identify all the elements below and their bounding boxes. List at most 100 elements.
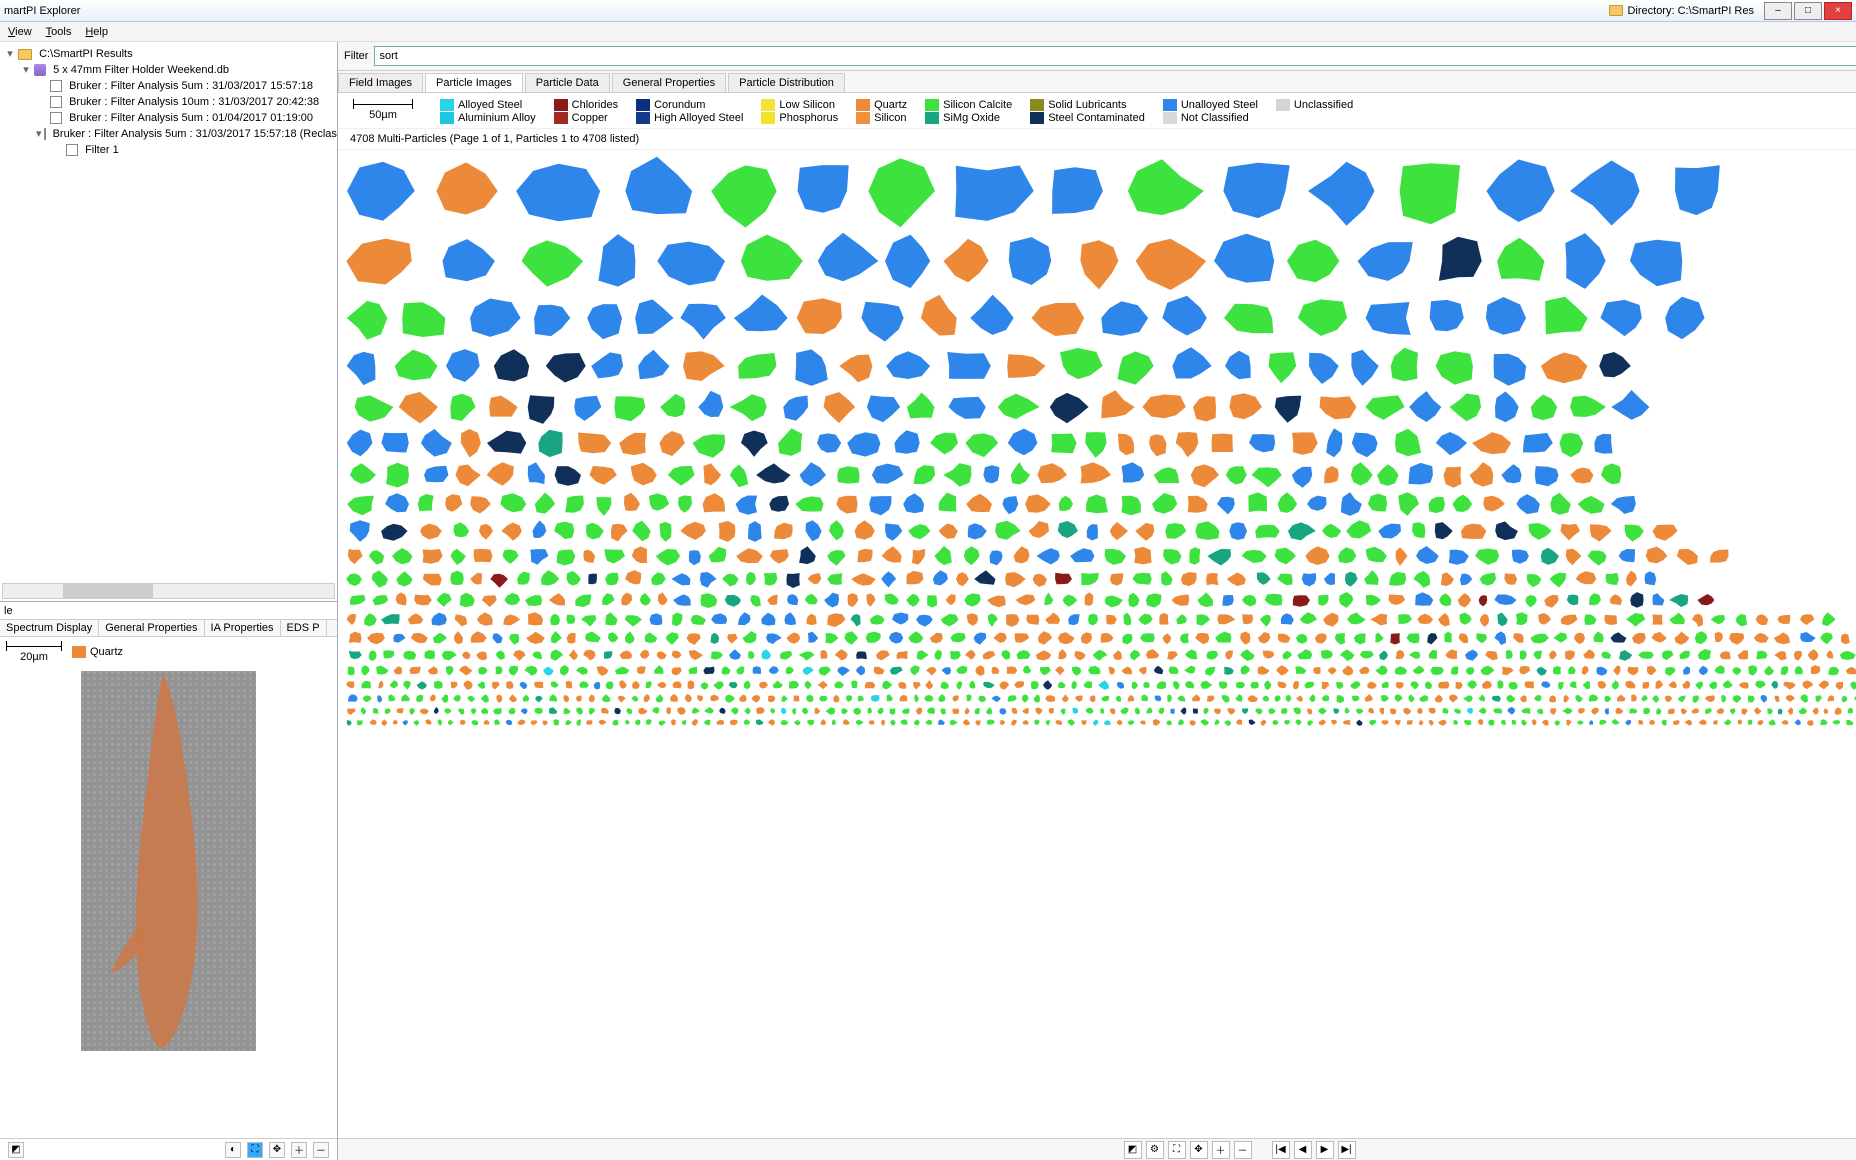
- particle[interactable]: [1158, 570, 1174, 588]
- particle[interactable]: [1048, 707, 1055, 715]
- particle[interactable]: [1167, 346, 1215, 386]
- particle[interactable]: [1754, 612, 1769, 627]
- particle[interactable]: [631, 694, 639, 703]
- particle[interactable]: [1459, 570, 1473, 588]
- particle[interactable]: [691, 719, 699, 726]
- particle[interactable]: [1101, 694, 1111, 703]
- particle[interactable]: [503, 592, 521, 608]
- particle[interactable]: [1008, 462, 1031, 488]
- particle[interactable]: [1759, 694, 1769, 703]
- particle[interactable]: [1582, 680, 1592, 690]
- particle[interactable]: [1250, 680, 1260, 690]
- particle[interactable]: [1222, 665, 1235, 676]
- particle[interactable]: [1239, 649, 1256, 661]
- particle[interactable]: [1590, 631, 1606, 645]
- particle[interactable]: [669, 612, 685, 627]
- particle[interactable]: [476, 520, 496, 542]
- particle[interactable]: [1403, 462, 1438, 488]
- particle[interactable]: [1557, 428, 1585, 458]
- particle[interactable]: [1652, 694, 1660, 703]
- particle[interactable]: [505, 719, 513, 726]
- particle[interactable]: [1193, 612, 1211, 627]
- particle[interactable]: [360, 707, 367, 715]
- particle[interactable]: [1773, 694, 1781, 703]
- particle[interactable]: [987, 592, 1010, 608]
- particle[interactable]: [1409, 390, 1444, 424]
- particle[interactable]: [1429, 346, 1480, 386]
- particle[interactable]: [623, 631, 637, 645]
- particle[interactable]: [1557, 680, 1565, 690]
- particle[interactable]: [1361, 546, 1388, 566]
- particle[interactable]: [678, 294, 729, 342]
- particle[interactable]: [1344, 707, 1350, 715]
- particle[interactable]: [755, 707, 766, 715]
- particle[interactable]: [1704, 707, 1712, 715]
- particle[interactable]: [666, 462, 696, 488]
- particle[interactable]: [483, 719, 490, 726]
- particle[interactable]: [476, 649, 489, 661]
- particle[interactable]: [1192, 520, 1224, 542]
- particle[interactable]: [927, 707, 936, 715]
- particle[interactable]: [1478, 492, 1507, 516]
- particle[interactable]: [346, 232, 425, 290]
- maximize-button[interactable]: □: [1794, 2, 1822, 20]
- particle[interactable]: [1430, 665, 1445, 676]
- particle[interactable]: [1551, 665, 1563, 676]
- particle[interactable]: [346, 428, 375, 458]
- particle[interactable]: [1669, 592, 1693, 608]
- particle[interactable]: [1411, 592, 1434, 608]
- particle[interactable]: [427, 665, 440, 676]
- particle[interactable]: [1016, 649, 1031, 661]
- particle[interactable]: [1091, 649, 1108, 661]
- particle[interactable]: [1648, 719, 1656, 726]
- particle[interactable]: [1022, 719, 1029, 726]
- particle[interactable]: [1541, 719, 1550, 726]
- particle[interactable]: [1793, 649, 1803, 661]
- particle[interactable]: [1737, 719, 1743, 726]
- particle[interactable]: [1781, 719, 1790, 726]
- particle[interactable]: [924, 694, 934, 703]
- particle[interactable]: [1467, 680, 1477, 690]
- particle[interactable]: [1798, 612, 1815, 627]
- particle[interactable]: [1088, 665, 1103, 676]
- particle[interactable]: [461, 649, 472, 661]
- particle[interactable]: [925, 719, 933, 726]
- particle[interactable]: [453, 612, 470, 627]
- particle[interactable]: [1766, 707, 1773, 715]
- particle[interactable]: [599, 707, 610, 715]
- particle[interactable]: [1624, 719, 1633, 726]
- particle[interactable]: [362, 612, 377, 627]
- particle[interactable]: [713, 680, 724, 690]
- particle[interactable]: [696, 694, 705, 703]
- particle[interactable]: [1322, 428, 1346, 458]
- particle[interactable]: [533, 707, 544, 715]
- tree-db[interactable]: 5 x 47mm Filter Holder Weekend.db: [53, 62, 229, 78]
- particle[interactable]: [1021, 694, 1029, 703]
- particle[interactable]: [1432, 520, 1453, 542]
- particle[interactable]: [624, 462, 662, 488]
- particle[interactable]: [1113, 428, 1139, 458]
- particle[interactable]: [865, 631, 884, 645]
- particle[interactable]: [659, 390, 692, 424]
- particle[interactable]: [1516, 428, 1553, 458]
- particle[interactable]: [1055, 665, 1065, 676]
- particle[interactable]: [1045, 719, 1051, 726]
- particle[interactable]: [1474, 631, 1490, 645]
- particle[interactable]: [562, 694, 570, 703]
- particle[interactable]: [1476, 592, 1490, 608]
- particle[interactable]: [1410, 680, 1419, 690]
- particle[interactable]: [1080, 492, 1113, 516]
- particle[interactable]: [831, 719, 837, 726]
- particle[interactable]: [416, 680, 428, 690]
- particle[interactable]: [1233, 680, 1246, 690]
- particle[interactable]: [1342, 719, 1352, 726]
- tree-h-scrollbar[interactable]: [2, 583, 335, 599]
- particle[interactable]: [368, 719, 377, 726]
- particle[interactable]: [765, 492, 791, 516]
- particle[interactable]: [698, 570, 717, 588]
- particle[interactable]: [998, 492, 1020, 516]
- particle[interactable]: [524, 390, 562, 424]
- particle[interactable]: [742, 631, 760, 645]
- particle[interactable]: [470, 707, 477, 715]
- particle[interactable]: [593, 680, 601, 690]
